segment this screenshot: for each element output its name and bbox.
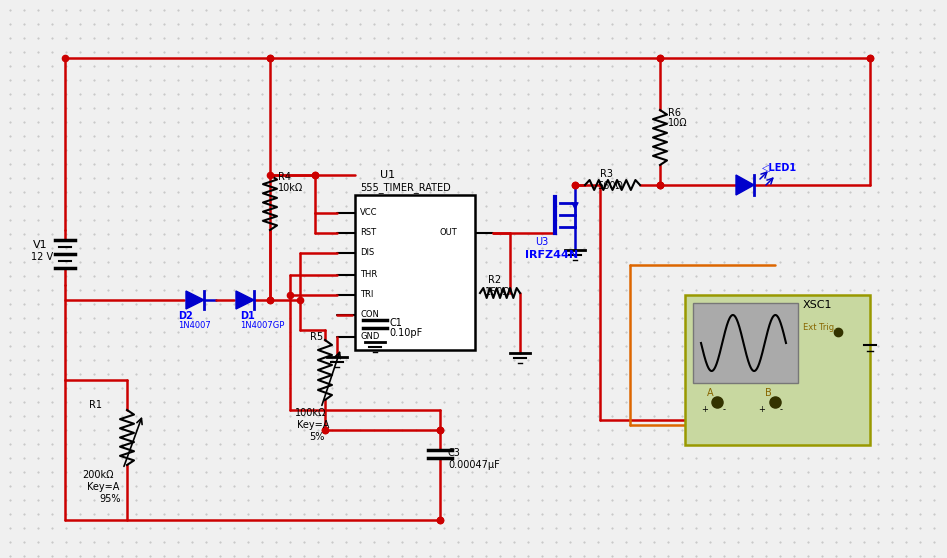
Polygon shape <box>236 291 254 309</box>
Bar <box>685 295 870 445</box>
Text: 95%: 95% <box>99 494 120 504</box>
Text: V1: V1 <box>33 240 47 250</box>
Polygon shape <box>736 175 754 195</box>
Text: D2: D2 <box>178 311 193 321</box>
Text: OUT: OUT <box>440 228 457 237</box>
Text: R4: R4 <box>278 172 291 182</box>
Text: TRI: TRI <box>360 290 373 299</box>
Text: Key=A: Key=A <box>87 482 119 492</box>
Text: XSC1: XSC1 <box>803 300 832 310</box>
Text: +: + <box>758 405 765 414</box>
Text: R3: R3 <box>600 169 613 179</box>
Text: CON: CON <box>360 310 379 319</box>
Text: 0.00047μF: 0.00047μF <box>448 460 500 470</box>
Text: THR: THR <box>360 270 377 279</box>
Text: D1: D1 <box>240 311 255 321</box>
Text: GND: GND <box>360 332 380 341</box>
Text: B: B <box>765 388 772 398</box>
Text: R5: R5 <box>310 332 323 342</box>
Text: 150Ω: 150Ω <box>485 287 510 297</box>
Text: 200kΩ: 200kΩ <box>82 470 114 480</box>
Text: 5%: 5% <box>309 432 325 442</box>
Text: 0.10pF: 0.10pF <box>389 328 422 338</box>
Bar <box>693 303 798 383</box>
Text: 10Ω: 10Ω <box>668 118 688 128</box>
Text: 560Ω: 560Ω <box>597 181 623 191</box>
Text: 100kΩ: 100kΩ <box>295 408 327 418</box>
Text: U1: U1 <box>380 170 395 180</box>
Text: R2: R2 <box>488 275 501 285</box>
Text: 10kΩ: 10kΩ <box>278 183 303 193</box>
Text: C3: C3 <box>448 448 461 458</box>
Text: R6: R6 <box>668 108 681 118</box>
Text: +: + <box>701 405 707 414</box>
Text: RST: RST <box>360 228 376 237</box>
Text: C1: C1 <box>389 318 402 328</box>
Text: Ext Trig.: Ext Trig. <box>803 323 837 332</box>
Text: Key=A: Key=A <box>297 420 330 430</box>
Text: ◁LED1: ◁LED1 <box>762 163 797 173</box>
Text: U3: U3 <box>535 237 548 247</box>
Text: 1N4007GP: 1N4007GP <box>240 321 284 330</box>
Text: DIS: DIS <box>360 248 374 257</box>
Text: 1N4007: 1N4007 <box>178 321 211 330</box>
Text: R1: R1 <box>89 400 102 410</box>
Text: IRFZ44N: IRFZ44N <box>525 250 578 260</box>
Text: 555_TIMER_RATED: 555_TIMER_RATED <box>360 182 451 193</box>
Text: 12 V: 12 V <box>31 252 53 262</box>
Polygon shape <box>186 291 204 309</box>
Text: -: - <box>780 405 783 414</box>
Text: A: A <box>707 388 714 398</box>
Bar <box>355 195 475 350</box>
Text: -: - <box>723 405 726 414</box>
Text: VCC: VCC <box>360 208 378 217</box>
